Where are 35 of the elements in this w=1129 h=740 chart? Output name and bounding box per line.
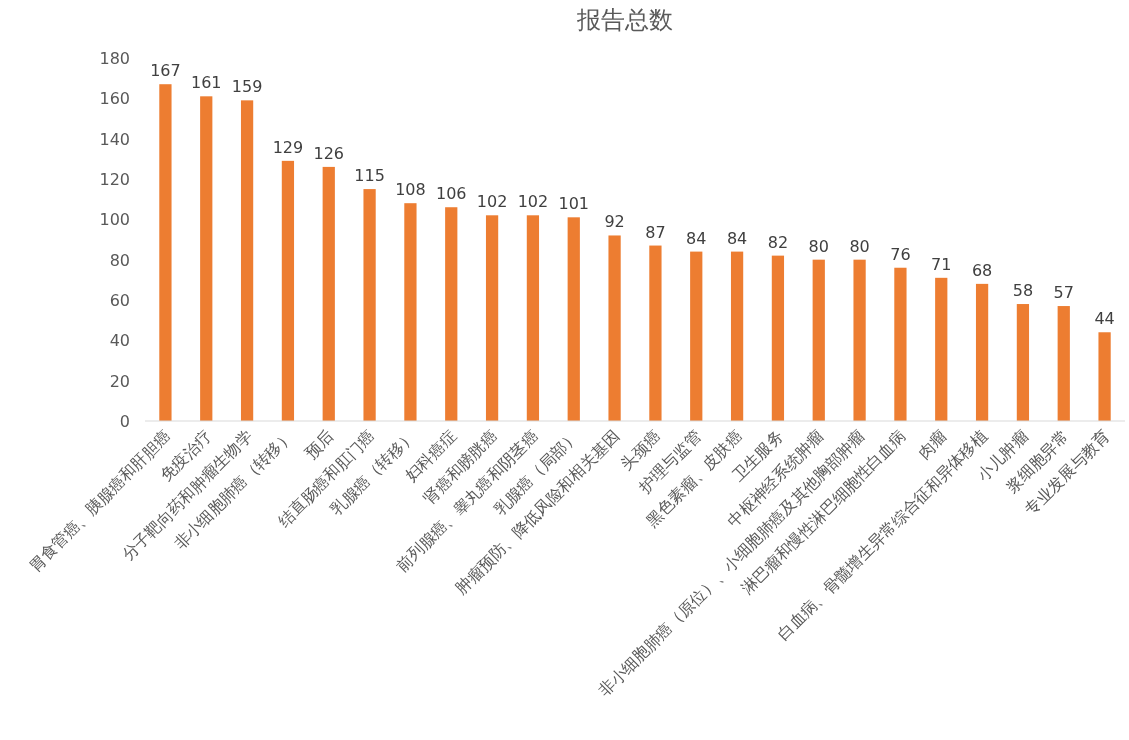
data-label: 84 (726, 228, 748, 248)
data-label: 44 (1094, 309, 1115, 329)
y-tick-label: 140 (99, 129, 130, 149)
data-label: 87 (645, 222, 666, 242)
y-tick-label: 40 (109, 331, 130, 351)
data-label: 161 (190, 73, 222, 93)
chart-title: 报告总数 (576, 6, 673, 34)
data-label: 92 (604, 212, 625, 232)
data-label: 129 (272, 137, 304, 157)
y-tick-label: 60 (109, 291, 130, 310)
data-label: 106 (435, 184, 467, 204)
data-label: 57 (1053, 283, 1074, 303)
data-label: 80 (849, 236, 870, 256)
y-tick-label: 20 (109, 371, 130, 391)
data-label: 80 (808, 236, 829, 256)
data-label: 84 (686, 228, 707, 248)
data-label: 102 (517, 192, 549, 212)
y-tick-label: 180 (99, 49, 130, 68)
data-label: 82 (767, 232, 789, 252)
data-label: 101 (558, 194, 590, 214)
data-label: 68 (971, 260, 993, 280)
y-tick-label: 120 (99, 170, 130, 189)
data-label: 58 (1012, 281, 1034, 301)
data-label: 76 (890, 244, 911, 264)
data-label: 115 (354, 166, 385, 186)
y-tick-label: 0 (119, 412, 130, 431)
y-tick-label: 100 (99, 210, 130, 230)
data-label: 126 (313, 143, 345, 163)
data-label: 71 (931, 254, 952, 274)
data-label: 102 (476, 192, 508, 212)
data-label: 167 (150, 61, 181, 81)
data-label: 108 (395, 180, 426, 200)
data-label: 159 (231, 77, 263, 97)
y-tick-label: 80 (109, 250, 130, 270)
y-tick-label: 160 (99, 89, 130, 109)
